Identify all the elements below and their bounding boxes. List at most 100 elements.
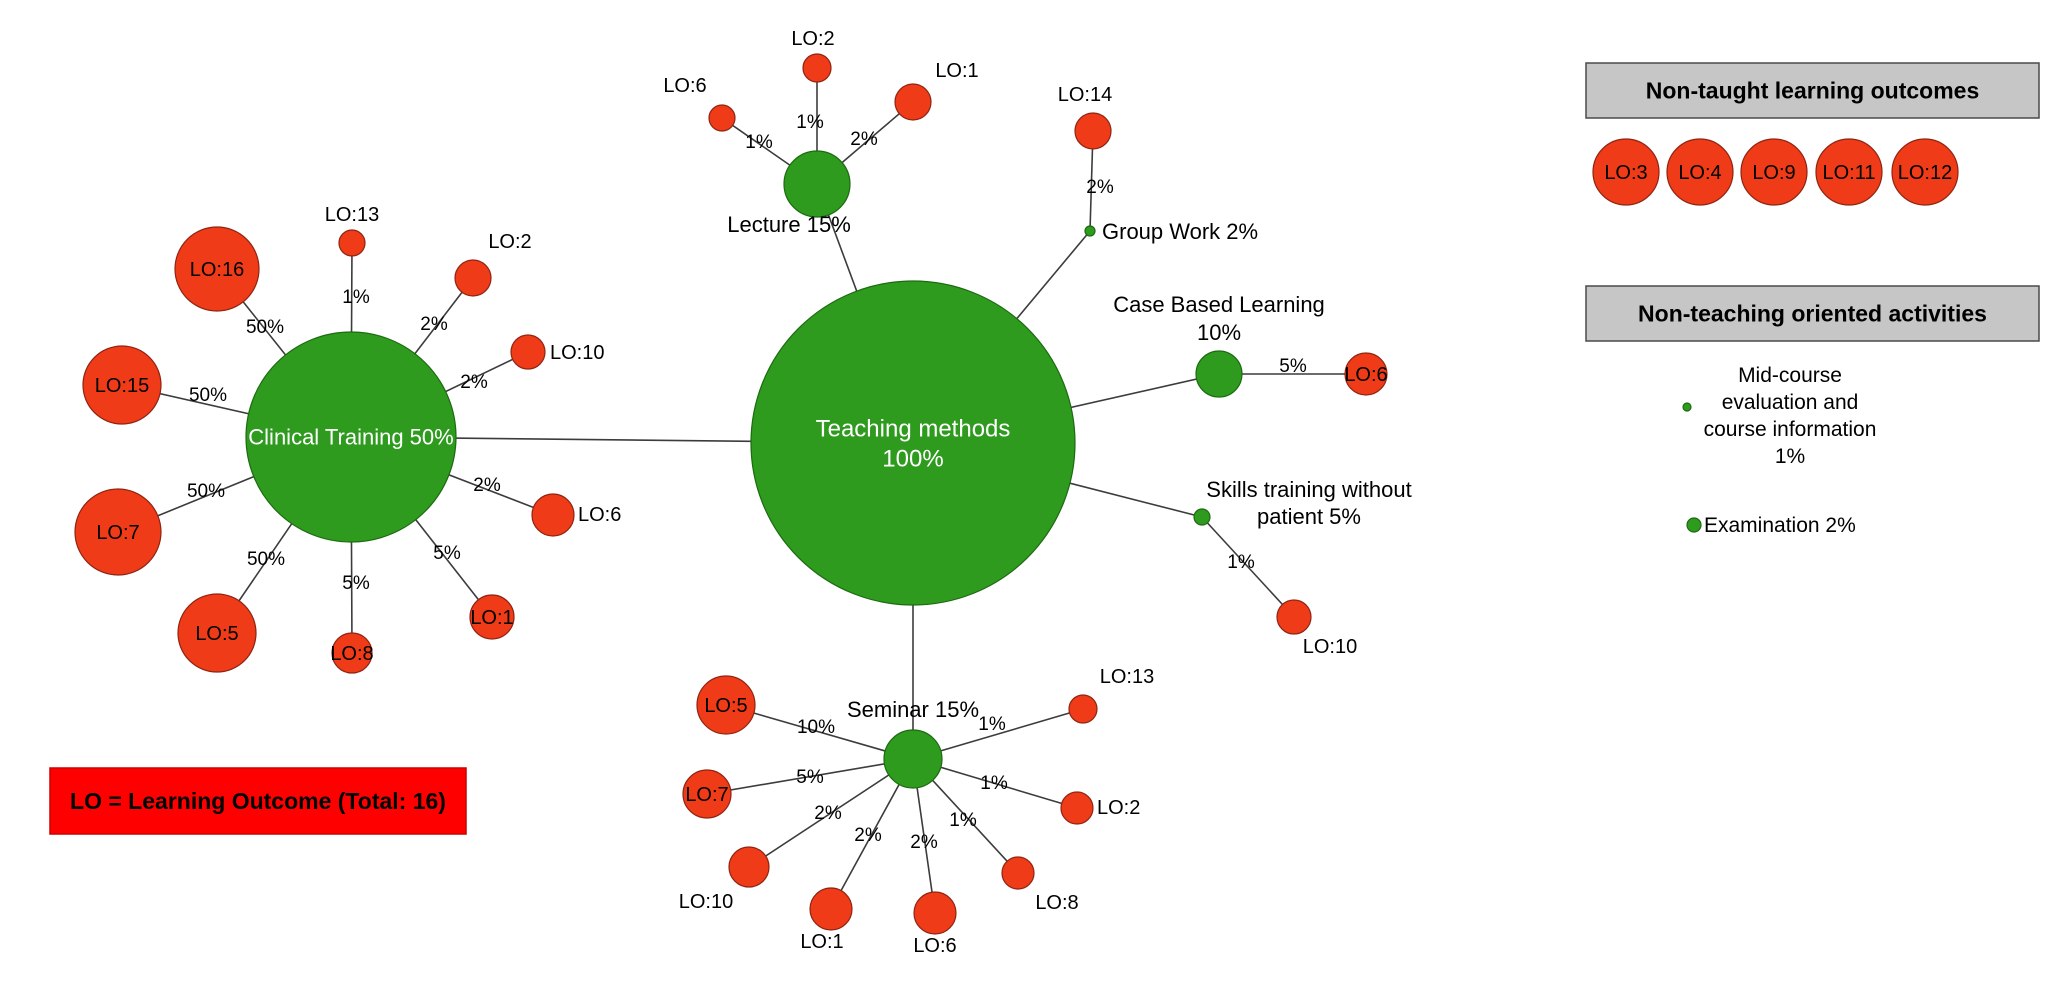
node-sem-lo13 (1068, 694, 1098, 724)
text-pct-ct-lo7: 50% (187, 481, 225, 502)
node-lec-lo6 (708, 104, 736, 132)
text-pct-ct-lo10: 2% (460, 372, 488, 393)
node-sem-lo7-label: LO:7 (685, 784, 728, 806)
text-pct-sem-lo8: 1% (949, 810, 977, 831)
node-clinical-label: Clinical Training 50% (248, 425, 453, 450)
node-leg-midcourse-dot (1682, 402, 1692, 412)
node-sem-lo8 (1001, 856, 1035, 890)
text-pct-lec-lo1: 2% (850, 129, 878, 150)
node-ct-lo13 (338, 229, 366, 257)
node-ct-lo15-label: LO:15 (95, 375, 149, 397)
node-ct-lo1 (469, 594, 515, 640)
node-sem-lo10 (728, 846, 770, 888)
text-lbl-sk-lo10: LO:10 (1303, 636, 1357, 658)
node-sk-lo10 (1276, 599, 1312, 635)
node-sem-lo6 (913, 891, 957, 935)
text-pct-ct-lo13: 1% (342, 287, 370, 308)
node-leg-exam-dot (1686, 517, 1702, 533)
legend-box-non-teaching-label: Non-teaching oriented activities (1638, 301, 1987, 327)
text-leg-exam: Examination 2% (1704, 514, 1856, 537)
text-pct-ct-lo1: 5% (433, 543, 461, 564)
node-leg-lo4 (1666, 138, 1734, 206)
edge-seminar-sem-lo5 (725, 704, 914, 760)
node-gw-lo14 (1074, 112, 1112, 150)
text-lbl-gw-lo14: LO:14 (1058, 84, 1112, 106)
text-lbl-ct-lo2: LO:2 (488, 231, 531, 253)
node-leg-lo11 (1815, 138, 1883, 206)
edge-seminar-sem-lo7 (706, 758, 914, 795)
node-teaching-label: Teaching methods 100% (816, 415, 1011, 472)
text-lbl-sem-lo1: LO:1 (800, 931, 843, 953)
node-leg-lo9-label: LO:9 (1752, 162, 1795, 184)
node-groupwork (1084, 225, 1096, 237)
node-ct-lo16 (174, 226, 260, 312)
text-lbl-sem-lo2: LO:2 (1097, 797, 1140, 819)
node-leg-lo3-label: LO:3 (1604, 162, 1647, 184)
text-pct-sk: 1% (1227, 552, 1255, 573)
text-pct-sem-lo6: 2% (910, 832, 938, 853)
node-leg-lo9 (1740, 138, 1808, 206)
text-lbl-lecture: Lecture 15% (727, 212, 851, 237)
node-sem-lo5-label: LO:5 (704, 695, 747, 717)
text-lbl-lec-lo6: LO:6 (663, 75, 706, 97)
text-pct-ct-lo15: 50% (189, 385, 227, 406)
node-ct-lo16-label: LO:16 (190, 259, 244, 281)
text-pct-sem-lo13: 1% (978, 714, 1006, 735)
text-pct-cb: 5% (1279, 356, 1307, 377)
text-lbl-casebased-1: Case Based Learning (1113, 292, 1325, 317)
legend-box-non-taught-label: Non-taught learning outcomes (1646, 78, 1980, 104)
node-sem-lo1 (809, 887, 853, 931)
node-lec-lo2 (802, 53, 832, 83)
node-ct-lo6 (531, 493, 575, 537)
node-teaching (750, 280, 1076, 606)
node-sem-lo5 (696, 675, 756, 735)
node-seminar (883, 729, 943, 789)
text-lbl-groupwork: Group Work 2% (1102, 219, 1258, 244)
text-pct-lec-lo2: 1% (796, 112, 824, 133)
node-leg-lo12-label: LO:12 (1898, 162, 1952, 184)
node-ct-lo15 (82, 345, 162, 425)
text-lbl-sem-lo8: LO:8 (1035, 892, 1078, 914)
text-pct-ct-lo16: 50% (246, 317, 284, 338)
text-pct-ct-lo8: 5% (342, 573, 370, 594)
node-ct-lo7-label: LO:7 (96, 522, 139, 544)
text-leg-midcourse-3: course information (1704, 418, 1877, 441)
node-leg-lo12 (1891, 138, 1959, 206)
text-pct-sem-lo10: 2% (814, 803, 842, 824)
text-lbl-ct-lo13: LO:13 (325, 204, 379, 226)
node-lec-lo1 (894, 83, 932, 121)
node-casebased (1195, 350, 1243, 398)
note-box-label: LO = Learning Outcome (Total: 16) (70, 788, 446, 814)
text-pct-sem-lo5: 10% (797, 717, 835, 738)
node-cb-lo6 (1344, 352, 1388, 396)
node-leg-lo4-label: LO:4 (1678, 162, 1721, 184)
text-lbl-sem-lo13: LO:13 (1100, 666, 1154, 688)
node-ct-lo10 (510, 334, 546, 370)
text-lbl-seminar: Seminar 15% (847, 697, 979, 722)
text-lbl-casebased-2: 10% (1197, 320, 1241, 345)
node-sem-lo2 (1060, 791, 1094, 825)
text-lbl-skills-2: patient 5% (1257, 504, 1361, 529)
node-skills (1193, 508, 1211, 526)
node-sem-lo7 (682, 769, 732, 819)
text-lbl-lec-lo2: LO:2 (791, 28, 834, 50)
text-pct-ct-lo2: 2% (420, 314, 448, 335)
text-lbl-skills-1: Skills training without (1206, 477, 1411, 502)
node-cb-lo6-label: LO:6 (1344, 364, 1387, 386)
text-leg-midcourse-4: 1% (1775, 445, 1805, 468)
legend-box-non-teaching (1585, 285, 2040, 342)
edge-skills-sk-lo10 (1201, 516, 1295, 618)
text-pct-lec-lo6: 1% (745, 132, 773, 153)
text-lbl-sem-lo10: LO:10 (679, 891, 733, 913)
node-lecture (783, 150, 851, 218)
text-lbl-lec-lo1: LO:1 (935, 60, 978, 82)
text-pct-ct-lo6: 2% (473, 475, 501, 496)
node-ct-lo8-label: LO:8 (330, 643, 373, 665)
text-pct-sem-lo2: 1% (980, 773, 1008, 794)
node-ct-lo2 (454, 259, 492, 297)
text-lbl-sem-lo6: LO:6 (913, 935, 956, 957)
node-leg-lo11-label: LO:11 (1823, 162, 1876, 184)
note-box (49, 767, 467, 835)
